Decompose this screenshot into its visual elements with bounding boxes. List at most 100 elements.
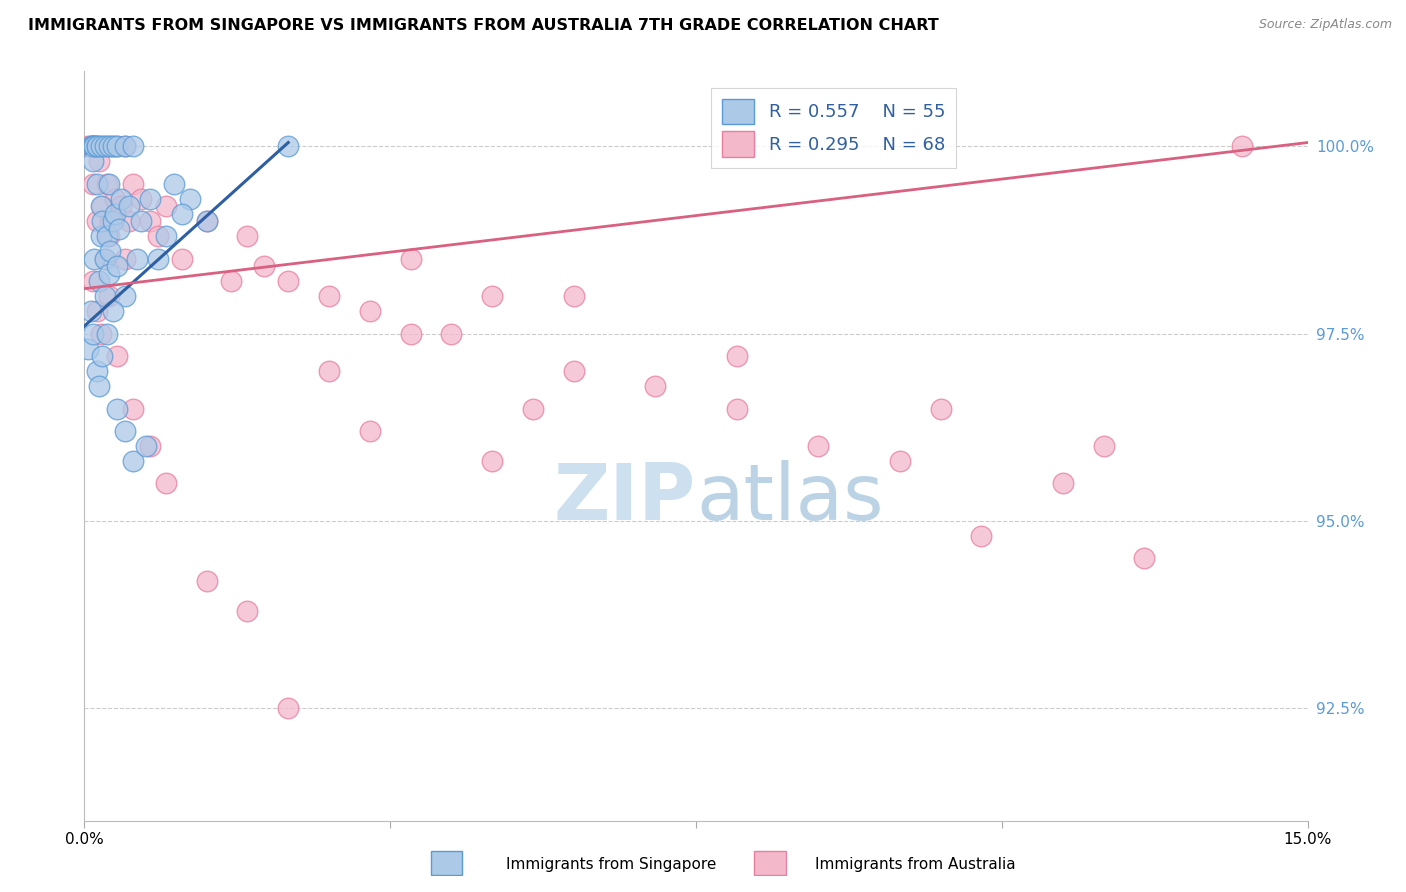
Point — [82, 154, 104, 169]
Point — [107, 221, 129, 235]
Point — [122, 401, 145, 416]
Point — [101, 214, 124, 228]
Point — [138, 439, 160, 453]
Point — [96, 229, 118, 244]
Point — [889, 454, 911, 468]
Point — [105, 349, 128, 363]
Point — [82, 326, 104, 341]
Point — [195, 214, 218, 228]
Point — [481, 289, 503, 303]
Point — [277, 701, 299, 715]
Point — [100, 214, 122, 228]
Point — [97, 289, 120, 303]
Point — [970, 529, 993, 543]
Point — [82, 274, 104, 288]
Point — [105, 139, 128, 153]
Point — [440, 326, 463, 341]
Text: Immigrants from Australia: Immigrants from Australia — [815, 857, 1017, 872]
Point — [146, 252, 169, 266]
Point — [86, 139, 108, 153]
Point — [97, 139, 120, 153]
Point — [725, 401, 748, 416]
Point — [77, 139, 100, 153]
Text: IMMIGRANTS FROM SINGAPORE VS IMMIGRANTS FROM AUSTRALIA 7TH GRADE CORRELATION CHA: IMMIGRANTS FROM SINGAPORE VS IMMIGRANTS … — [28, 18, 939, 33]
Point — [114, 252, 136, 266]
Point — [562, 364, 585, 378]
Point — [118, 199, 141, 213]
Point — [86, 364, 108, 378]
Point — [481, 454, 503, 468]
Point — [105, 259, 128, 273]
Point — [163, 177, 186, 191]
Point — [118, 214, 141, 228]
Point — [86, 214, 108, 228]
Point — [91, 199, 114, 213]
Point — [1133, 551, 1156, 566]
FancyBboxPatch shape — [430, 851, 463, 874]
Point — [90, 229, 112, 244]
Point — [82, 139, 104, 153]
Point — [138, 214, 160, 228]
Point — [87, 274, 110, 288]
Point — [179, 192, 201, 206]
Point — [82, 177, 104, 191]
Point — [253, 259, 276, 273]
Point — [155, 199, 177, 213]
Point — [399, 326, 422, 341]
Point — [86, 139, 108, 153]
Point — [1232, 139, 1254, 153]
Point — [131, 214, 153, 228]
Point — [135, 439, 157, 453]
Point — [114, 139, 136, 153]
Point — [195, 574, 218, 588]
Point — [101, 139, 124, 153]
Point — [90, 326, 112, 341]
Point — [155, 476, 177, 491]
Point — [104, 192, 127, 206]
Point — [1092, 439, 1115, 453]
Point — [131, 192, 153, 206]
Point — [100, 244, 122, 259]
Point — [97, 229, 120, 244]
Point — [87, 154, 110, 169]
Point — [93, 139, 115, 153]
Point — [97, 177, 120, 191]
Point — [122, 139, 145, 153]
Point — [93, 289, 115, 303]
Point — [399, 252, 422, 266]
Point — [105, 401, 128, 416]
Point — [562, 289, 585, 303]
Point — [82, 139, 104, 153]
Point — [93, 252, 115, 266]
Point — [104, 207, 127, 221]
Point — [236, 229, 259, 244]
Point — [155, 229, 177, 244]
Point — [195, 214, 218, 228]
Point — [90, 139, 112, 153]
Point — [97, 267, 120, 281]
Point — [83, 139, 105, 153]
Point — [110, 192, 132, 206]
Point — [122, 177, 145, 191]
Point — [91, 349, 114, 363]
Point — [277, 139, 299, 153]
Point — [83, 252, 105, 266]
Point — [172, 207, 194, 221]
Point — [929, 401, 952, 416]
Point — [146, 229, 169, 244]
Point — [318, 289, 340, 303]
Text: atlas: atlas — [696, 460, 883, 536]
Text: Source: ZipAtlas.com: Source: ZipAtlas.com — [1258, 18, 1392, 31]
Point — [138, 192, 160, 206]
Point — [80, 139, 103, 153]
Text: Immigrants from Singapore: Immigrants from Singapore — [506, 857, 717, 872]
FancyBboxPatch shape — [754, 851, 786, 874]
Point — [114, 424, 136, 438]
Point — [110, 199, 132, 213]
Point — [105, 139, 128, 153]
Point — [97, 139, 120, 153]
Point — [101, 304, 124, 318]
Point — [86, 177, 108, 191]
Point — [87, 379, 110, 393]
Legend: R = 0.557    N = 55, R = 0.295    N = 68: R = 0.557 N = 55, R = 0.295 N = 68 — [711, 88, 956, 168]
